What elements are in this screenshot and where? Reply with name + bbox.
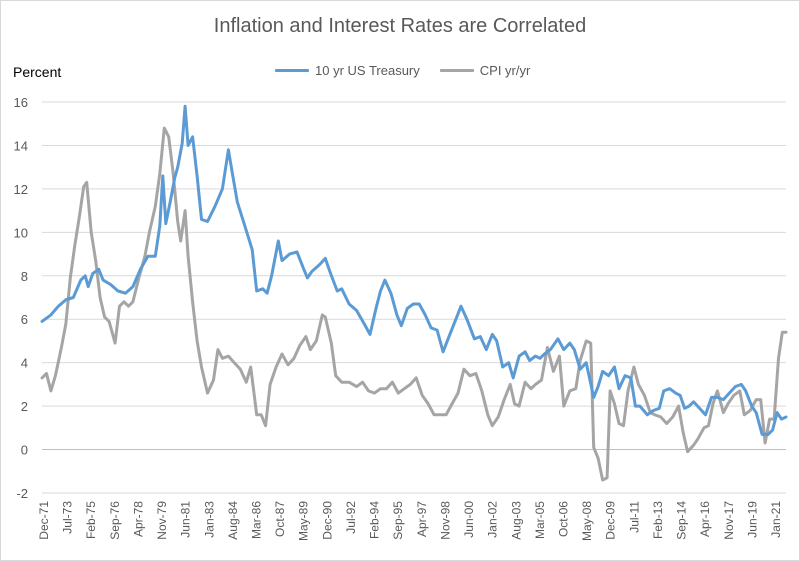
chart-title: Inflation and Interest Rates are Correla… [213,15,587,37]
x-tick-label: Jul-92 [344,501,358,534]
y-axis-label: Percent [13,64,62,80]
x-tick-label: Sep-76 [108,501,122,540]
y-tick-label: 14 [14,138,28,153]
legend-swatch-treasury [275,69,309,72]
legend-item-cpi: CPI yr/yr [439,63,531,78]
x-tick-label: Jan-21 [769,501,783,538]
x-tick-label: Sep-95 [391,501,405,540]
y-tick-label: 12 [14,182,28,197]
x-tick-label: Dec-71 [37,501,51,540]
series-line-cpi [40,126,788,482]
x-tick-label: Apr-97 [415,501,429,537]
y-tick-label: 2 [21,399,28,414]
x-tick-label: Nov-98 [438,501,452,540]
y-tick-label: 10 [14,225,28,240]
x-tick-label: Nov-17 [722,501,736,540]
x-tick-label: Oct-87 [273,501,287,537]
x-tick-label: Nov-79 [155,501,169,540]
x-tick-label: Mar-05 [533,501,547,539]
x-tick-label: Feb-13 [651,501,665,539]
x-tick-label: Aug-84 [226,501,240,540]
x-tick-label: Jul-73 [61,501,75,534]
y-tick-label: 0 [21,443,28,458]
x-tick-label: Mar-86 [250,501,264,539]
x-tick-label: Dec-90 [320,501,334,540]
x-tick-label: Oct-06 [556,501,570,537]
x-tick-label: Feb-75 [84,501,98,539]
legend-swatch-cpi [439,69,474,72]
x-tick-label: Aug-03 [509,501,523,540]
legend-label-cpi: CPI yr/yr [479,63,531,78]
y-tick-label: -2 [16,486,28,501]
x-tick-label: May-08 [580,501,594,541]
x-tick-label: Feb-94 [368,501,382,539]
legend-item-treasury: 10 yr US Treasury [275,63,420,78]
y-tick-label: 16 [14,95,28,110]
legend-label-treasury: 10 yr US Treasury [315,63,420,78]
series-line-treasury [40,104,788,436]
y-tick-label: 8 [21,269,28,284]
x-tick-label: Jun-00 [462,501,476,538]
y-tick-label: 4 [21,356,28,371]
x-tick-label: Apr-16 [698,501,712,537]
x-tick-label: Jan-02 [486,501,500,538]
y-tick-label: 6 [21,312,28,327]
x-tick-label: Jun-19 [745,501,759,538]
x-tick-label: Jun-81 [179,501,193,538]
x-tick-label: Jul-11 [627,501,641,533]
x-tick-label: May-89 [297,501,311,541]
x-tick-label: Dec-09 [604,501,618,540]
x-tick-label: Apr-78 [131,501,145,537]
legend: 10 yr US Treasury CPI yr/yr [275,63,530,78]
x-tick-label: Sep-14 [675,501,689,540]
x-tick-label: Jan-83 [202,501,216,538]
